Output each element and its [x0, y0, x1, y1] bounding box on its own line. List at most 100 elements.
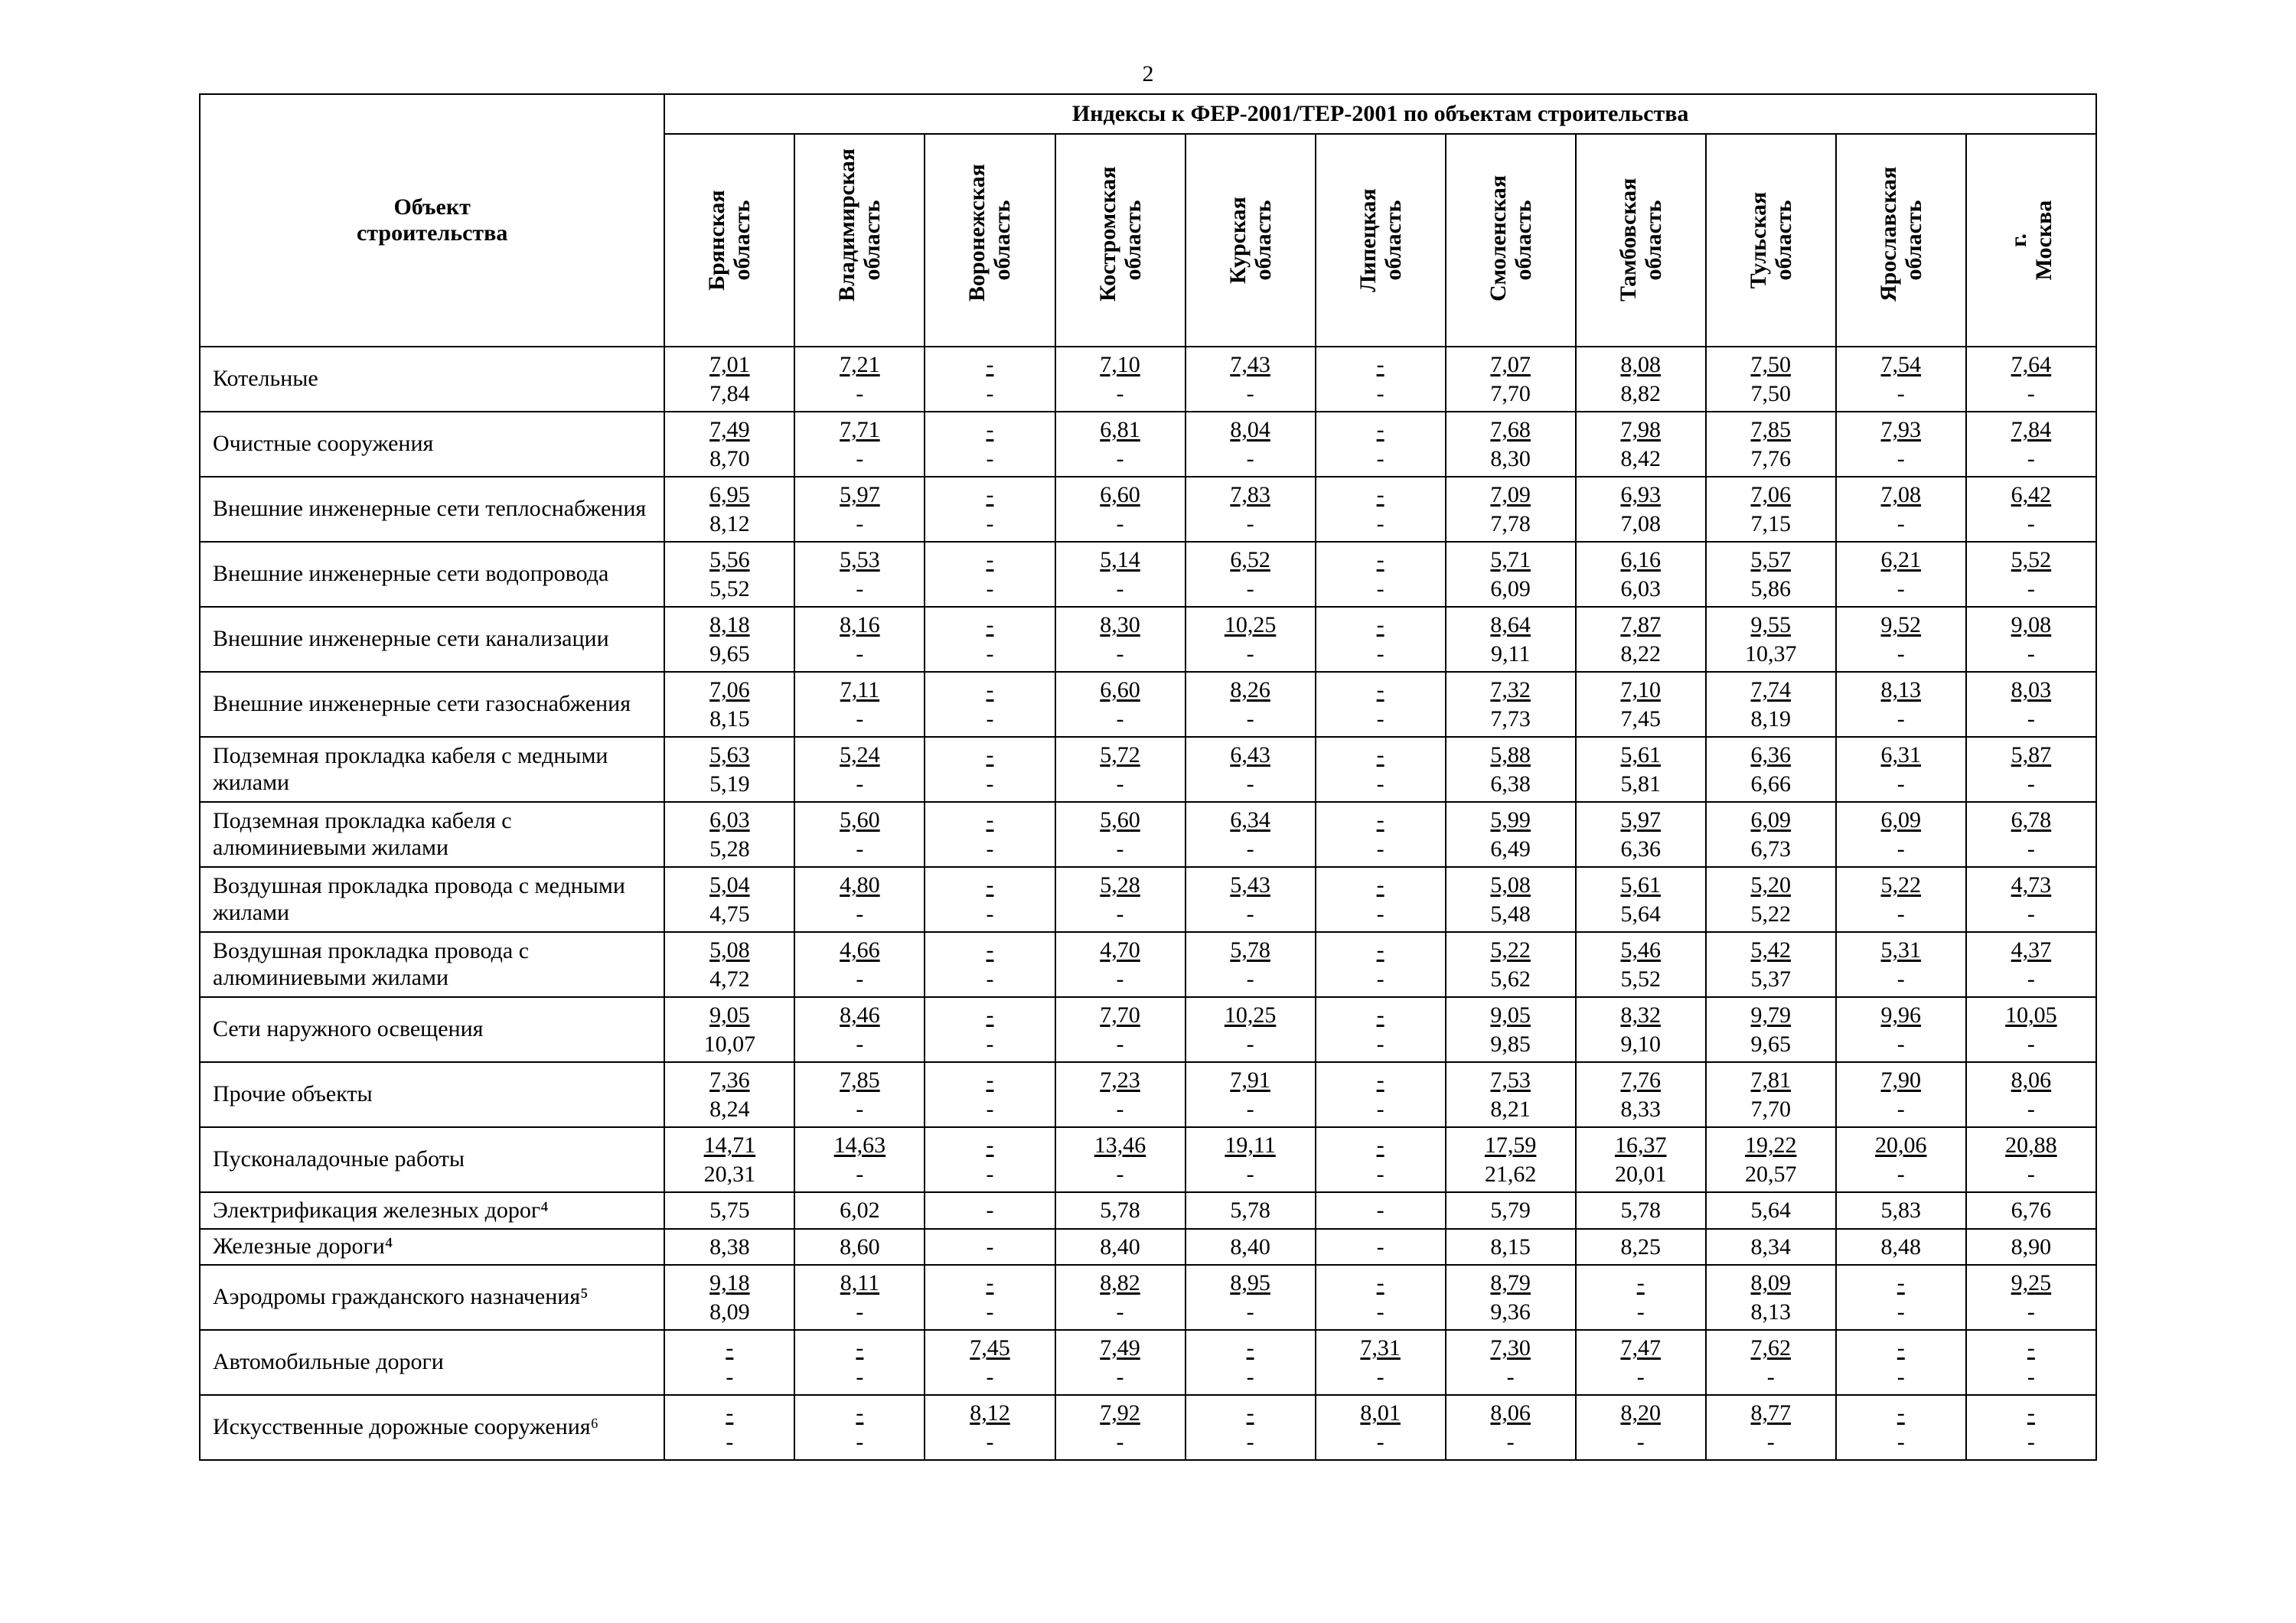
data-cell: 6,60-: [1055, 672, 1186, 737]
data-cell: 7,878,22: [1576, 607, 1706, 672]
data-cell: 7,507,50: [1706, 347, 1836, 412]
data-cell: 5,52-: [1966, 542, 2096, 607]
data-cell: 7,23-: [1055, 1062, 1186, 1127]
data-cell: 10,25-: [1186, 997, 1316, 1062]
data-cell: 20,88-: [1966, 1127, 2096, 1192]
data-cell: 8,16-: [794, 607, 925, 672]
data-cell: 5,615,64: [1576, 867, 1706, 932]
data-cell: 7,90-: [1836, 1062, 1966, 1127]
data-cell: 7,498,70: [664, 412, 794, 477]
column-header: Костромскаяобласть: [1055, 134, 1186, 347]
data-cell: 6,958,12: [664, 477, 794, 542]
data-cell: 5,75: [664, 1192, 794, 1229]
data-cell: 7,817,70: [1706, 1062, 1836, 1127]
row-label: Котельные: [200, 347, 664, 412]
table-title: Индексы к ФЕР-2001/ТЕР-2001 по объектам …: [664, 94, 2096, 134]
data-cell: 7,688,30: [1446, 412, 1576, 477]
data-cell: 5,976,36: [1576, 802, 1706, 867]
data-cell: 7,64-: [1966, 347, 2096, 412]
data-cell: 7,768,33: [1576, 1062, 1706, 1127]
data-cell: 7,21-: [794, 347, 925, 412]
row-label: Внешние инженерные сети водопровода: [200, 542, 664, 607]
data-cell: 9,059,85: [1446, 997, 1576, 1062]
table-row: Воздушная прокладка провода с медными жи…: [200, 867, 2096, 932]
row-label: Внешние инженерные сети канализации: [200, 607, 664, 672]
table-row: Котельные7,017,847,21---7,10-7,43---7,07…: [200, 347, 2096, 412]
data-cell: 8,329,10: [1576, 997, 1706, 1062]
data-cell: 13,46-: [1055, 1127, 1186, 1192]
data-cell: --: [664, 1395, 794, 1460]
data-cell: 7,068,15: [664, 672, 794, 737]
data-cell: --: [925, 607, 1055, 672]
data-cell: --: [925, 1062, 1055, 1127]
data-cell: 6,09-: [1836, 802, 1966, 867]
data-cell: 9,25-: [1966, 1265, 2096, 1330]
data-cell: -: [925, 1192, 1055, 1229]
data-cell: --: [1186, 1395, 1316, 1460]
data-cell: --: [925, 672, 1055, 737]
data-cell: --: [925, 802, 1055, 867]
data-cell: 8,088,82: [1576, 347, 1706, 412]
data-cell: 5,83: [1836, 1192, 1966, 1229]
row-label: Очистные сооружения: [200, 412, 664, 477]
table-row: Электрификация железных дорог⁴5,756,02-5…: [200, 1192, 2096, 1229]
row-label: Сети наружного освещения: [200, 997, 664, 1062]
row-label: Железные дороги⁴: [200, 1229, 664, 1266]
table-row: Сети наружного освещения9,0510,078,46---…: [200, 997, 2096, 1062]
data-cell: --: [1966, 1330, 2096, 1395]
data-cell: 6,34-: [1186, 802, 1316, 867]
data-cell: 6,76: [1966, 1192, 2096, 1229]
data-cell: --: [1836, 1330, 1966, 1395]
data-cell: 10,05-: [1966, 997, 2096, 1062]
data-cell: 8,46-: [794, 997, 925, 1062]
data-cell: 9,52-: [1836, 607, 1966, 672]
table-row: Внешние инженерные сети водопровода5,565…: [200, 542, 2096, 607]
data-cell: 5,996,49: [1446, 802, 1576, 867]
data-cell: 8,48: [1836, 1229, 1966, 1266]
data-cell: 7,45-: [925, 1330, 1055, 1395]
data-cell: 5,635,19: [664, 737, 794, 802]
data-cell: 8,25: [1576, 1229, 1706, 1266]
data-cell: --: [925, 412, 1055, 477]
data-cell: 20,06-: [1836, 1127, 1966, 1192]
data-cell: 10,25-: [1186, 607, 1316, 672]
column-header: Брянскаяобласть: [664, 134, 794, 347]
data-cell: 9,0510,07: [664, 997, 794, 1062]
data-cell: 5,78: [1055, 1192, 1186, 1229]
data-cell: 7,30-: [1446, 1330, 1576, 1395]
data-cell: 6,43-: [1186, 737, 1316, 802]
data-cell: 6,31-: [1836, 737, 1966, 802]
data-cell: 17,5921,62: [1446, 1127, 1576, 1192]
data-cell: 6,366,66: [1706, 737, 1836, 802]
table-row: Внешние инженерные сети газоснабжения7,0…: [200, 672, 2096, 737]
data-cell: 5,60-: [794, 802, 925, 867]
row-label: Воздушная прокладка провода с алюминиевы…: [200, 932, 664, 997]
data-cell: --: [1316, 1062, 1446, 1127]
data-cell: --: [1316, 1127, 1446, 1192]
data-cell: 7,85-: [794, 1062, 925, 1127]
data-cell: 9,5510,37: [1706, 607, 1836, 672]
data-cell: --: [925, 867, 1055, 932]
data-cell: 9,96-: [1836, 997, 1966, 1062]
data-cell: 6,42-: [1966, 477, 2096, 542]
data-cell: 8,95-: [1186, 1265, 1316, 1330]
data-cell: 6,096,73: [1706, 802, 1836, 867]
data-cell: 5,97-: [794, 477, 925, 542]
data-cell: 7,107,45: [1576, 672, 1706, 737]
table-row: Железные дороги⁴8,388,60-8,408,40-8,158,…: [200, 1229, 2096, 1266]
data-cell: 7,84-: [1966, 412, 2096, 477]
table-row: Искусственные дорожные сооружения⁶----8,…: [200, 1395, 2096, 1460]
data-cell: 7,43-: [1186, 347, 1316, 412]
data-cell: 4,37-: [1966, 932, 2096, 997]
data-cell: --: [1316, 347, 1446, 412]
column-header: Смоленскаяобласть: [1446, 134, 1576, 347]
data-cell: 4,70-: [1055, 932, 1186, 997]
data-cell: 7,017,84: [664, 347, 794, 412]
table-row: Аэродромы гражданского назначения⁵9,188,…: [200, 1265, 2096, 1330]
data-cell: --: [1316, 607, 1446, 672]
data-cell: --: [794, 1330, 925, 1395]
data-cell: 5,28-: [1055, 867, 1186, 932]
data-cell: 4,80-: [794, 867, 925, 932]
row-label: Автомобильные дороги: [200, 1330, 664, 1395]
column-header: Тамбовскаяобласть: [1576, 134, 1706, 347]
